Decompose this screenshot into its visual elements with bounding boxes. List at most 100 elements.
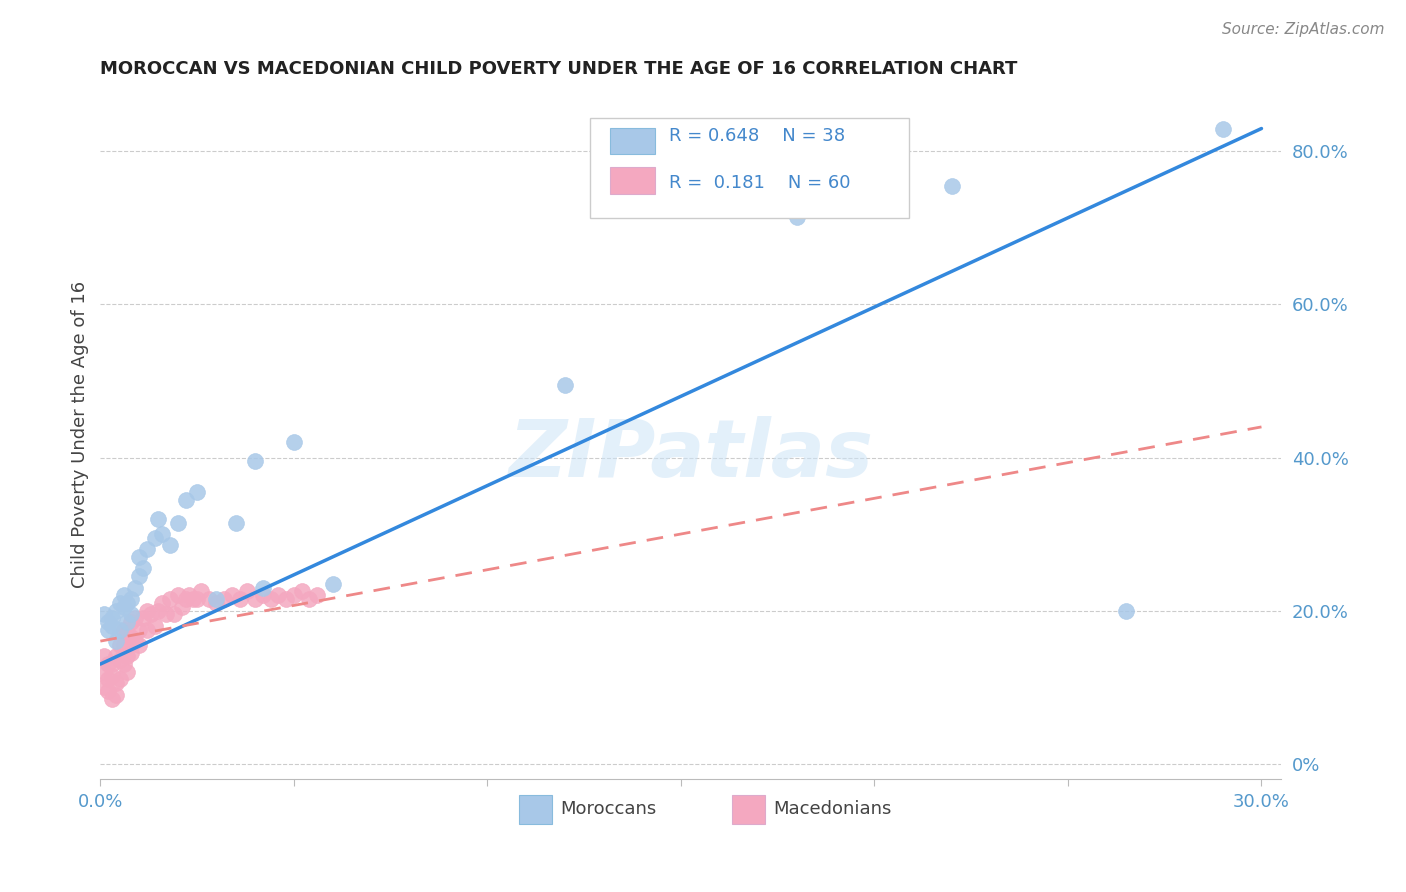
Point (163, 607, 186, 622)
Point (97, 673, 120, 687)
Point (112, 638, 135, 652)
Point (120, 630, 142, 644)
Point (148, 512, 170, 526)
Point (228, 592, 250, 607)
Point (104, 676, 127, 690)
Point (128, 569, 150, 583)
Point (97, 615, 120, 629)
Point (93, 649, 115, 664)
Point (186, 592, 208, 607)
Point (174, 592, 197, 607)
Point (166, 516, 188, 530)
Point (236, 584, 259, 599)
Point (252, 581, 274, 595)
Point (267, 588, 290, 602)
Point (252, 588, 274, 602)
Point (155, 607, 177, 622)
Point (97, 657, 120, 671)
Point (148, 603, 170, 617)
Point (225, 516, 247, 530)
Point (104, 634, 127, 648)
Point (143, 619, 166, 633)
Point (93, 607, 115, 622)
Point (307, 588, 329, 602)
Point (221, 588, 243, 602)
Point (97, 623, 120, 637)
Point (291, 584, 314, 599)
Point (170, 599, 193, 614)
Point (1212, 121, 1234, 136)
Point (283, 588, 305, 602)
FancyBboxPatch shape (610, 128, 655, 154)
Point (554, 377, 576, 392)
Y-axis label: Child Poverty Under the Age of 16: Child Poverty Under the Age of 16 (72, 281, 89, 588)
Point (117, 596, 139, 610)
Point (1115, 603, 1137, 617)
Point (941, 178, 963, 193)
FancyBboxPatch shape (591, 118, 910, 218)
Text: Macedonians: Macedonians (773, 800, 891, 818)
Point (166, 588, 188, 602)
Point (243, 454, 266, 468)
Point (124, 581, 146, 595)
Point (120, 646, 142, 660)
Point (112, 657, 135, 671)
Point (93, 680, 115, 694)
Point (101, 657, 124, 671)
Point (186, 484, 208, 499)
Point (205, 592, 228, 607)
Point (139, 607, 162, 622)
Point (132, 561, 155, 575)
Point (259, 592, 281, 607)
Point (112, 599, 135, 614)
Point (124, 611, 146, 625)
Text: R =  0.181    N = 60: R = 0.181 N = 60 (669, 174, 851, 192)
Point (135, 603, 157, 617)
Point (243, 592, 266, 607)
Point (197, 592, 219, 607)
Point (174, 492, 197, 507)
Point (108, 623, 131, 637)
Point (101, 691, 124, 706)
Point (212, 592, 235, 607)
Point (104, 603, 127, 617)
Point (159, 539, 181, 553)
Point (298, 592, 321, 607)
Text: Source: ZipAtlas.com: Source: ZipAtlas.com (1222, 22, 1385, 37)
Point (120, 592, 142, 607)
Point (181, 592, 204, 607)
Point (128, 623, 150, 637)
Point (101, 611, 124, 625)
Point (108, 673, 131, 687)
Point (93, 665, 115, 679)
Point (112, 623, 135, 637)
Point (117, 665, 139, 679)
Point (120, 607, 142, 622)
Point (117, 626, 139, 640)
Point (128, 549, 150, 564)
Text: ZIPatlas: ZIPatlas (508, 417, 873, 494)
Text: MOROCCAN VS MACEDONIAN CHILD POVERTY UNDER THE AGE OF 16 CORRELATION CHART: MOROCCAN VS MACEDONIAN CHILD POVERTY UND… (100, 60, 1018, 78)
Point (124, 634, 146, 648)
Point (117, 649, 139, 664)
Point (190, 584, 212, 599)
Point (117, 615, 139, 629)
Point (135, 542, 157, 557)
Point (132, 611, 155, 625)
Point (283, 435, 305, 450)
Point (135, 623, 157, 637)
Point (112, 588, 135, 602)
Point (179, 588, 201, 602)
Point (150, 596, 173, 610)
Point (104, 649, 127, 664)
Point (205, 596, 228, 610)
Point (108, 596, 131, 610)
Point (104, 688, 127, 702)
Point (120, 615, 142, 629)
Point (101, 668, 124, 682)
FancyBboxPatch shape (519, 795, 553, 823)
Point (322, 576, 344, 591)
Point (159, 592, 181, 607)
Point (276, 592, 298, 607)
Point (97, 683, 120, 698)
